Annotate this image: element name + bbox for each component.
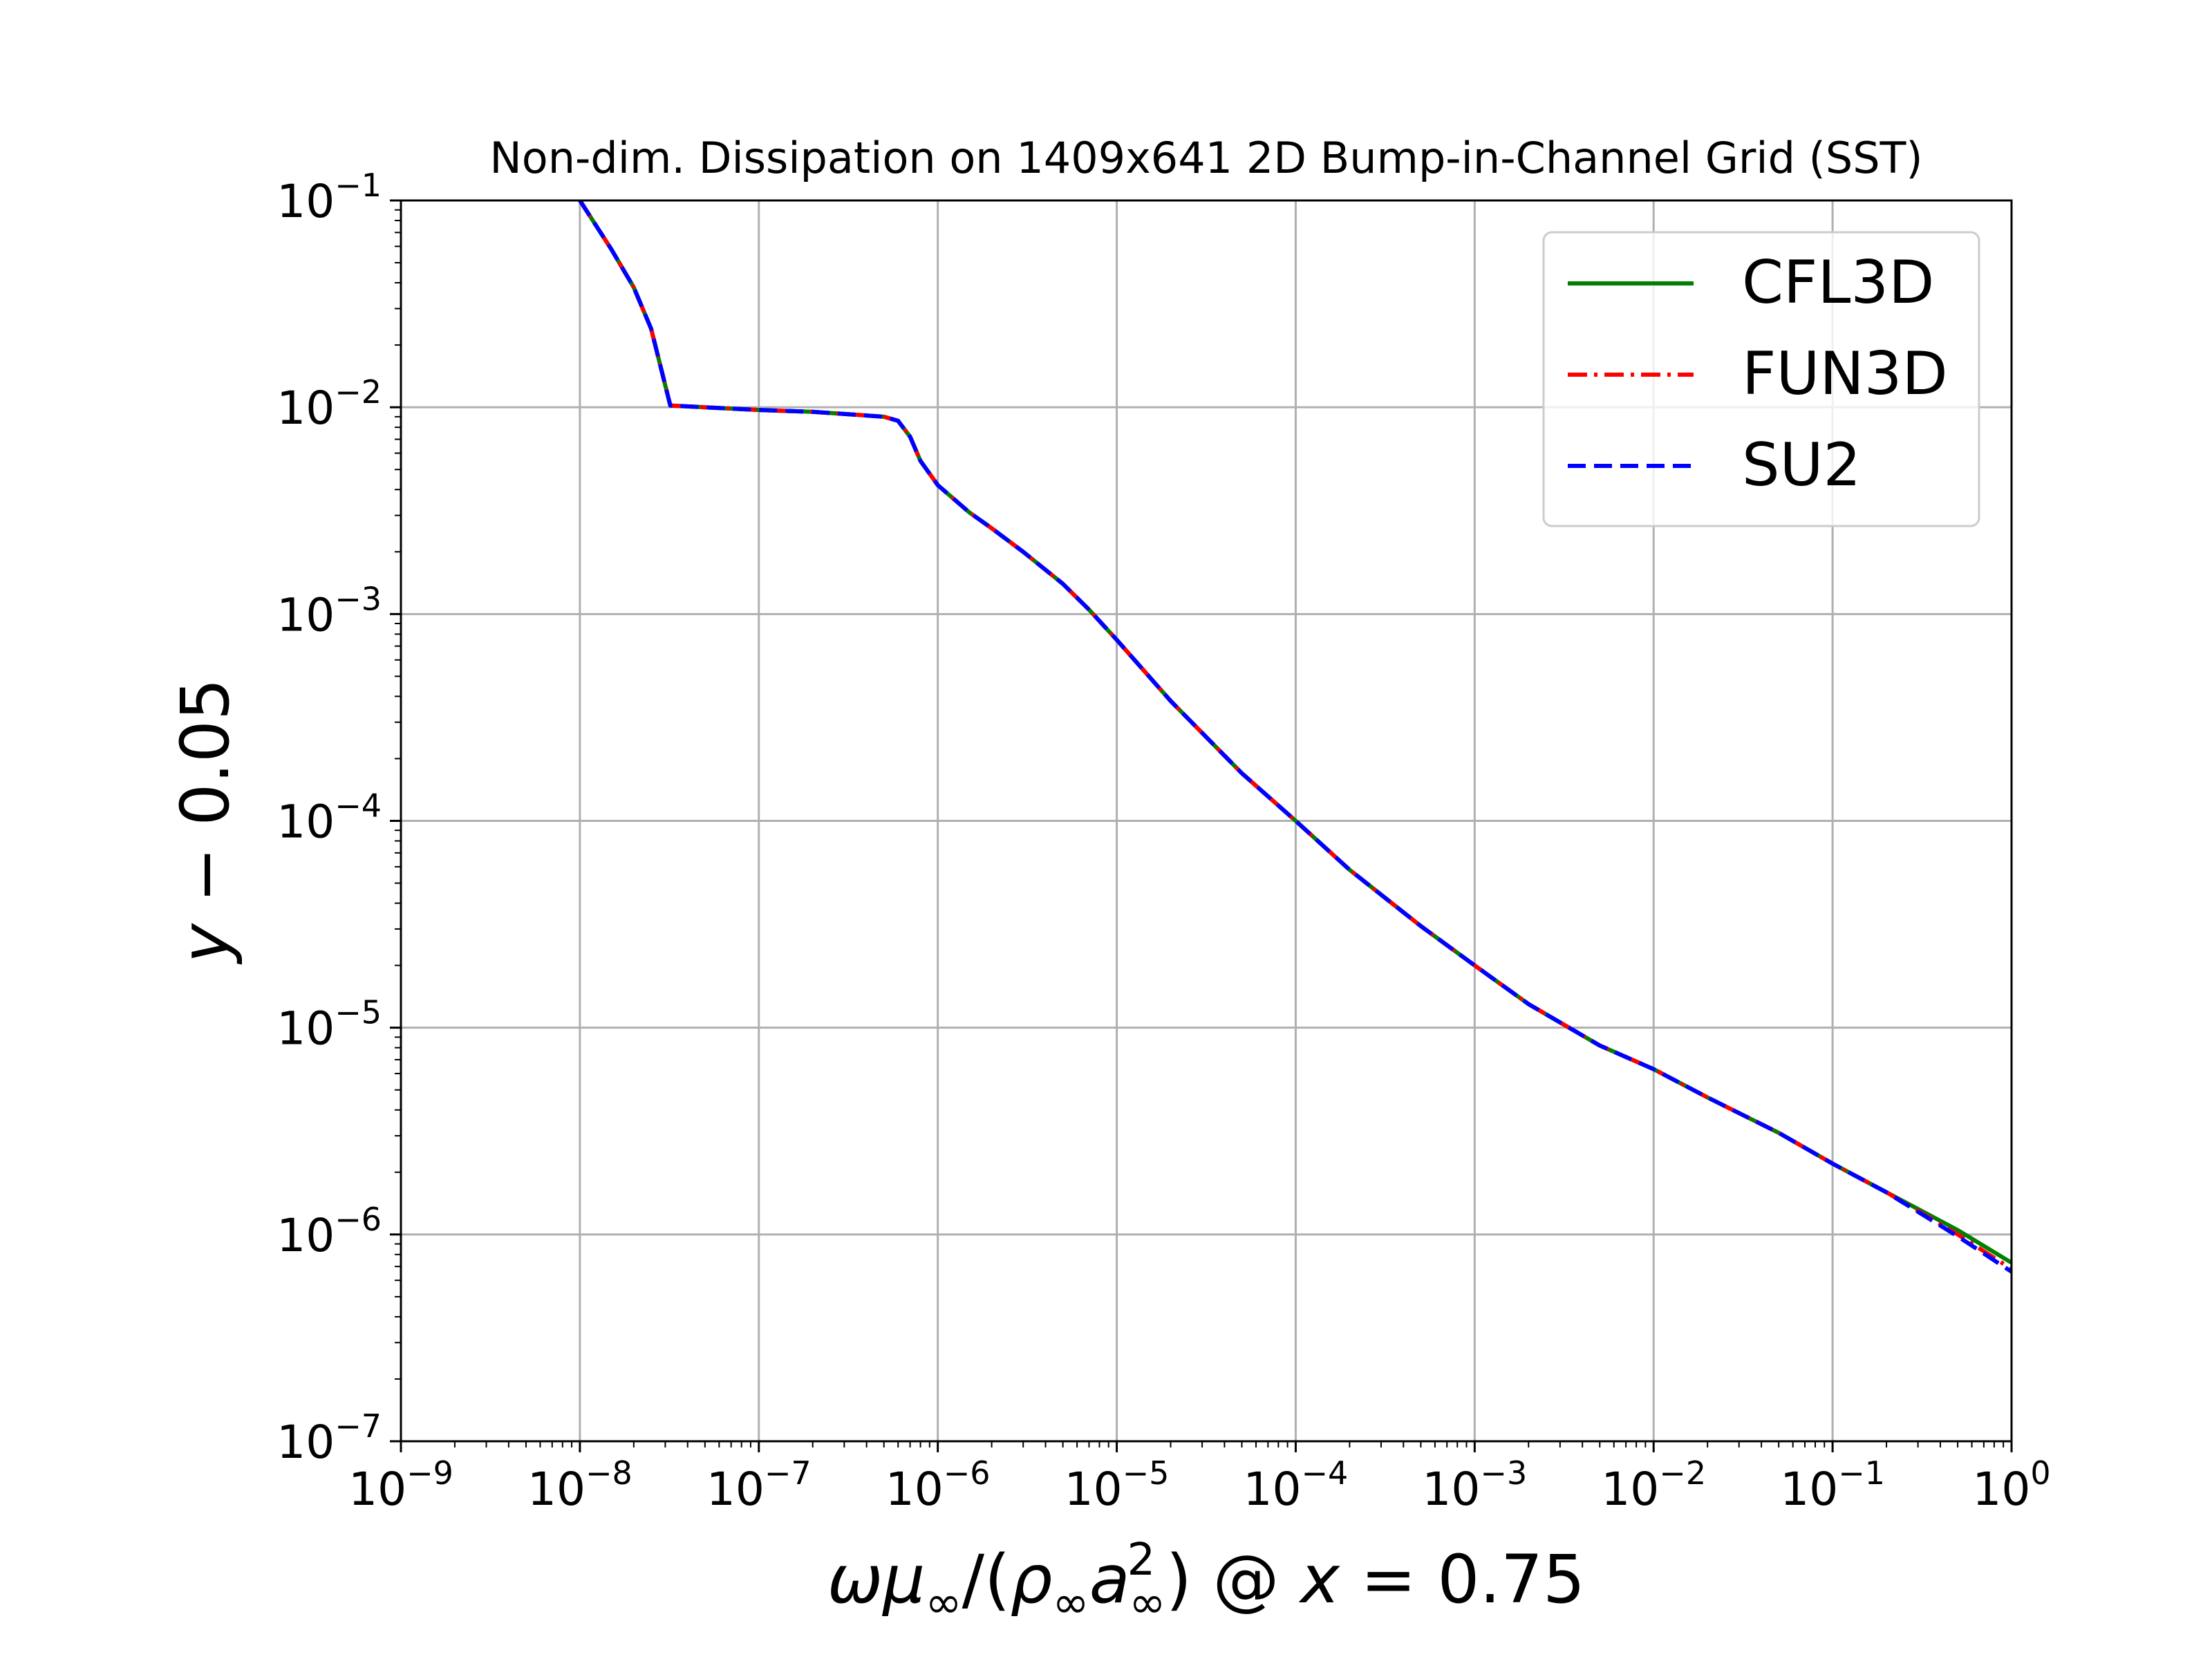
y-tick-label: 10−6 [276,1201,382,1262]
y-tick-base: 10 [276,1002,335,1056]
x-tick-exponent: −9 [406,1454,453,1492]
y-tick-base: 10 [276,1416,335,1469]
x-tick-base: 10 [1065,1463,1123,1516]
x-tick-base: 10 [706,1463,765,1516]
y-tick-exponent: −4 [335,787,382,825]
x-tick-label: 10−2 [1601,1454,1706,1516]
x-tick-exponent: −7 [765,1454,812,1492]
x-tick-label: 10−6 [885,1454,991,1516]
series-su2-line [578,200,2012,1274]
x-tick-base: 10 [1972,1463,2030,1516]
major-ticks [390,199,2013,1452]
x-tick-exponent: −2 [1659,1454,1706,1492]
x-tick-base: 10 [1422,1463,1480,1516]
y-tick-exponent: −6 [335,1201,382,1238]
x-tick-exponent: −6 [944,1454,991,1492]
x-tick-label: 10−4 [1244,1454,1349,1516]
legend-label-fun3d: FUN3D [1742,339,1948,409]
chart-title: Non-dim. Dissipation on 1409x641 2D Bump… [489,133,1922,183]
x-tick-base: 10 [1601,1463,1659,1516]
x-axis-label: ωμ∞/(ρ∞a2 ∞) @ x = 0.75 [827,1535,1585,1629]
y-tick-exponent: −3 [335,580,382,617]
legend: CFL3D FUN3D SU2 [1542,231,1980,527]
legend-box [1542,231,1980,527]
series-layer [578,200,2012,1274]
x-tick-base: 10 [348,1463,406,1516]
y-tick-base: 10 [276,796,335,849]
x-tick-labels: 10−9 10−8 10−7 10−6 10−5 10−4 10−3 10−2 10−1 100 [348,1454,2051,1516]
y-tick-label: 10−4 [276,787,382,849]
x-tick-exponent: −8 [585,1454,632,1492]
x-tick-label: 10−7 [706,1454,812,1516]
x-tick-label: 10−1 [1780,1454,1885,1516]
x-tick-exponent: −5 [1123,1454,1170,1492]
y-tick-exponent: −5 [335,994,382,1031]
x-tick-label: 10−5 [1065,1454,1170,1516]
y-tick-base: 10 [276,382,335,435]
x-tick-label: 100 [1972,1454,2050,1516]
y-tick-label: 10−1 [276,167,382,228]
x-tick-exponent: −1 [1838,1454,1885,1492]
x-tick-label: 10−8 [527,1454,632,1516]
x-tick-label: 10−9 [348,1454,453,1516]
legend-label-su2: SU2 [1742,431,1861,500]
y-tick-label: 10−2 [276,373,382,435]
y-axis-label: y − 0.05 [167,678,244,965]
x-tick-exponent: −4 [1302,1454,1349,1492]
x-tick-exponent: −3 [1480,1454,1527,1492]
y-tick-exponent: −2 [335,373,382,411]
x-tick-base: 10 [885,1463,944,1516]
x-tick-base: 10 [1780,1463,1838,1516]
x-tick-base: 10 [527,1463,585,1516]
x-tick-base: 10 [1244,1463,1302,1516]
y-tick-label: 10−5 [276,994,382,1056]
y-tick-base: 10 [276,1209,335,1262]
y-tick-labels: 10−710−610−510−410−310−210−1 [276,167,382,1469]
legend-label-cfl3d: CFL3D [1742,248,1934,317]
x-tick-exponent: 0 [2030,1454,2050,1492]
y-tick-exponent: −7 [335,1407,382,1445]
y-tick-label: 10−3 [276,580,382,641]
y-tick-exponent: −1 [335,167,382,204]
y-tick-base: 10 [276,588,335,641]
x-tick-label: 10−3 [1422,1454,1527,1516]
y-tick-label: 10−7 [276,1407,382,1469]
y-tick-base: 10 [276,175,335,228]
